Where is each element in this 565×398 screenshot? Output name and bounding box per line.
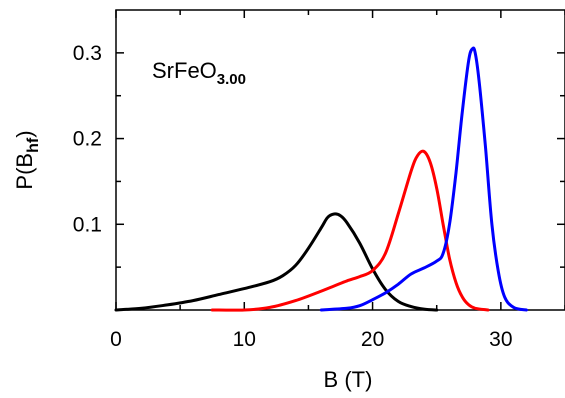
x-tick-label: 10: [233, 328, 256, 351]
y-axis-title: P(Bhf): [12, 130, 42, 189]
x-tick-label: 0: [110, 328, 122, 351]
series-line-3: [319, 46, 528, 312]
x-tick-label: 30: [489, 328, 512, 351]
tick-labels: 0 10 20 30 0.1 0.2 0.3: [73, 42, 513, 351]
annotation-sub: 3.00: [217, 71, 246, 88]
series-line-1: [114, 212, 439, 312]
series-group: [114, 46, 528, 312]
annotation-main: SrFeO: [152, 58, 217, 83]
y-tick-label: 0.2: [73, 128, 102, 151]
sample-annotation: SrFeO3.00: [152, 58, 246, 88]
y-axis-title-close: ): [12, 130, 37, 137]
x-axis-title: B (T): [324, 367, 373, 392]
y-tick-label: 0.3: [73, 42, 102, 65]
x-tick-label: 20: [361, 328, 384, 351]
y-axis-title-main: P(B: [12, 153, 37, 190]
y-tick-label: 0.1: [73, 213, 102, 236]
series-line-2: [210, 149, 490, 312]
y-axis-title-sub: hf: [25, 137, 42, 153]
